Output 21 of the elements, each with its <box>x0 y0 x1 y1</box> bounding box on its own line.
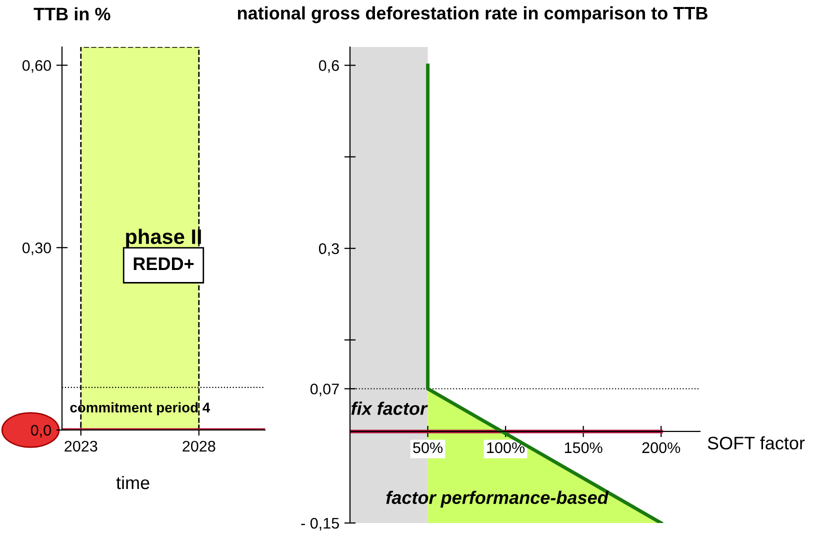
x-tick-label: 150% <box>564 442 602 454</box>
band-label: commitment period 4 <box>70 402 210 416</box>
y-tick-label: 0,07 <box>310 384 339 396</box>
y-axis-title: TTB in % <box>34 7 110 20</box>
x-axis-title: time <box>116 476 150 490</box>
annotation: factor performance-based <box>386 490 609 508</box>
y-tick-label: 0,0 <box>30 424 51 438</box>
y-axis-title: national gross deforestation rate in comparison to TTB <box>238 6 708 24</box>
y-tick-label: - 0,15 <box>301 518 339 530</box>
x-tick-label: 200% <box>642 442 680 454</box>
y-tick-label: 0,3 <box>318 243 339 256</box>
band-label: fix factor <box>351 402 428 415</box>
annotation: REDD+ <box>134 258 194 270</box>
x-tick-label: 100% <box>487 442 525 454</box>
x-tick-label: 50% <box>413 442 443 454</box>
x-tick-label: 2028 <box>182 440 216 452</box>
y-tick-label: 0,60 <box>22 60 51 73</box>
x-tick-label: 2023 <box>64 440 98 452</box>
x-axis-title: SOFT factor <box>708 436 805 450</box>
y-tick-label: 0,6 <box>318 60 339 73</box>
y-tick-label: 0,30 <box>22 242 51 256</box>
